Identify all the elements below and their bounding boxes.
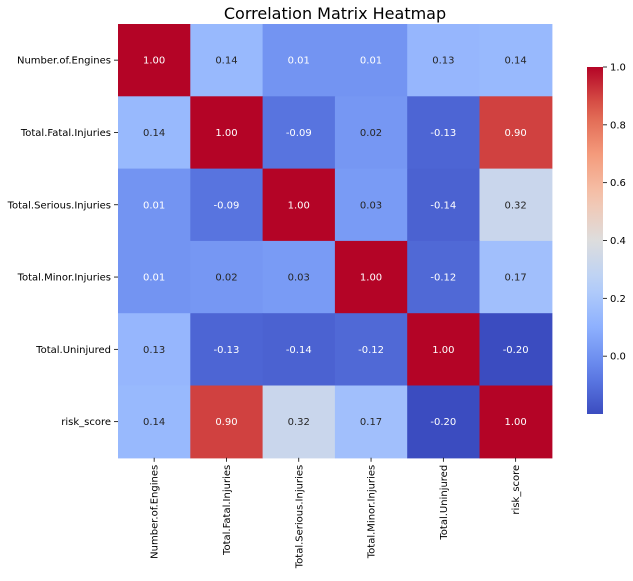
x-tick-label-total-fatal-injuries: Total.Fatal.Injuries (222, 465, 233, 556)
heatmap-cell-total-uninjured-total-fatal-injuries (190, 313, 264, 387)
cell-value-label: -0.13 (430, 128, 456, 139)
heatmap-cell-number-of-engines-total-fatal-injuries (190, 24, 264, 97)
cell-value-label: -0.14 (430, 200, 456, 211)
cell-value-label: 0.14 (143, 128, 165, 139)
x-tick-label-number-of-engines: Number.of.Engines (150, 465, 161, 559)
cell-value-label: 1.00 (432, 345, 454, 356)
y-axis-tick-labels: Number.of.Engines Total.Fatal.Injuries Tot… (7, 56, 118, 428)
heatmap-cell-total-fatal-injuries-total-serious-injuries (262, 96, 336, 170)
heatmap-cell-total-uninjured-risk-score (479, 313, 553, 387)
x-axis-tick-labels: Number.of.Engines Total.Fatal.Injuries Tot… (150, 457, 522, 569)
y-tick-label-risk-score: risk_score (61, 417, 111, 428)
heatmap-cell-number-of-engines-total-minor-injuries (334, 24, 408, 97)
cell-value-label: -0.13 (214, 345, 240, 356)
heatmap-cell-total-fatal-injuries-total-minor-injuries (334, 96, 408, 170)
x-tick-label-risk-score: risk_score (511, 465, 522, 515)
heatmap-cell-number-of-engines-risk-score (479, 24, 553, 97)
y-tick-label-total-minor-injuries: Total.Minor.Injuries (17, 273, 111, 284)
cell-value-label: 0.13 (432, 56, 454, 67)
colorbar-tick-label: 0.8 (610, 120, 626, 131)
colorbar: 0.0 0.2 0.4 0.6 0.8 1.0 (587, 63, 626, 414)
heatmap-cell-total-uninjured-total-serious-injuries (262, 313, 336, 387)
heatmap-cell-total-uninjured-total-minor-injuries (334, 313, 408, 387)
heatmap-cell-total-fatal-injuries-risk-score (479, 96, 553, 170)
heatmap-cell-risk-score-total-uninjured (407, 385, 481, 459)
heatmap-cell-number-of-engines-total-serious-injuries (262, 24, 336, 97)
cell-value-label: -0.12 (430, 273, 456, 284)
cell-value-label: 0.03 (288, 273, 310, 284)
cell-value-label: 0.14 (143, 417, 165, 428)
y-tick-label-total-fatal-injuries: Total.Fatal.Injuries (20, 128, 111, 139)
heatmap-cell-total-serious-injuries-number-of-engines (118, 168, 191, 242)
heatmap-cell-total-serious-injuries-total-uninjured (407, 168, 481, 242)
cell-value-label: 0.14 (215, 56, 237, 67)
heatmap-cell-risk-score-number-of-engines (118, 385, 191, 459)
heatmap-cell-risk-score-risk-score (479, 385, 553, 459)
cell-value-label: 1.00 (360, 273, 382, 284)
heatmap-cell-total-serious-injuries-total-minor-injuries (334, 168, 408, 242)
heatmap-cell-total-serious-injuries-total-serious-injuries (262, 168, 336, 242)
cell-value-label: -0.20 (430, 417, 456, 428)
heatmap-cell-total-fatal-injuries-total-uninjured (407, 96, 481, 170)
cell-value-label: 0.13 (143, 345, 165, 356)
heatmap-cell-total-minor-injuries-total-fatal-injuries (190, 240, 264, 314)
heatmap-cell-risk-score-total-serious-injuries (262, 385, 336, 459)
heatmap-cell-total-minor-injuries-total-minor-injuries (334, 240, 408, 314)
cell-value-label: 0.01 (360, 56, 382, 67)
colorbar-gradient (587, 67, 603, 414)
cell-value-label: 0.90 (505, 128, 527, 139)
colorbar-tick-label: 0.4 (610, 236, 626, 247)
heatmap-cell-labels: 1.00 0.14 0.01 0.01 0.13 0.14 0.14 1.00 -0.09 0.0… (143, 56, 529, 428)
x-tick-label-total-minor-injuries: Total.Minor.Injuries (367, 465, 378, 559)
cell-value-label: 0.01 (288, 56, 310, 67)
heatmap-cell-total-fatal-injuries-number-of-engines (118, 96, 191, 170)
chart-title: Correlation Matrix Heatmap (224, 4, 446, 23)
colorbar-tick-label: 0.0 (610, 352, 626, 363)
cell-value-label: 1.00 (215, 128, 237, 139)
heatmap-cell-total-serious-injuries-total-fatal-injuries (190, 168, 264, 242)
cell-value-label: -0.09 (214, 200, 240, 211)
heatmap-cell-total-uninjured-number-of-engines (118, 313, 191, 387)
heatmap-cells (118, 24, 553, 459)
cell-value-label: 0.90 (215, 417, 237, 428)
colorbar-tick-label: 1.0 (610, 63, 626, 74)
cell-value-label: 0.03 (360, 200, 382, 211)
heatmap-cell-total-minor-injuries-risk-score (479, 240, 553, 314)
heatmap-cell-number-of-engines-number-of-engines (118, 24, 191, 97)
cell-value-label: -0.20 (503, 345, 529, 356)
colorbar-tick-label: 0.2 (610, 294, 626, 305)
x-tick-label-total-serious-injuries: Total.Serious.Injuries (294, 465, 305, 569)
cell-value-label: 0.01 (143, 273, 165, 284)
cell-value-label: 0.02 (360, 128, 382, 139)
cell-value-label: 0.32 (288, 417, 310, 428)
y-tick-label-number-of-engines: Number.of.Engines (17, 56, 111, 67)
cell-value-label: -0.09 (286, 128, 312, 139)
cell-value-label: 0.17 (505, 273, 527, 284)
y-tick-label-total-uninjured: Total.Uninjured (35, 345, 111, 356)
heatmap-cell-total-fatal-injuries-total-fatal-injuries (190, 96, 264, 170)
y-tick-label-total-serious-injuries: Total.Serious.Injuries (7, 200, 111, 211)
heatmap-cell-total-serious-injuries-risk-score (479, 168, 553, 242)
cell-value-label: 0.17 (360, 417, 382, 428)
cell-value-label: 1.00 (143, 56, 165, 67)
cell-value-label: -0.14 (286, 345, 312, 356)
x-tick-label-total-uninjured: Total.Uninjured (439, 465, 450, 541)
cell-value-label: 0.14 (505, 56, 527, 67)
cell-value-label: 0.32 (505, 200, 527, 211)
heatmap-cell-number-of-engines-total-uninjured (407, 24, 481, 97)
cell-value-label: 0.01 (143, 200, 165, 211)
heatmap-cell-risk-score-total-fatal-injuries (190, 385, 264, 459)
heatmap-cell-total-minor-injuries-number-of-engines (118, 240, 191, 314)
cell-value-label: 1.00 (288, 200, 310, 211)
heatmap-cell-total-minor-injuries-total-serious-injuries (262, 240, 336, 314)
cell-value-label: 1.00 (505, 417, 527, 428)
heatmap-cell-total-minor-injuries-total-uninjured (407, 240, 481, 314)
heatmap-cell-risk-score-total-minor-injuries (334, 385, 408, 459)
heatmap-cell-total-uninjured-total-uninjured (407, 313, 481, 387)
colorbar-tick-label: 0.6 (610, 178, 626, 189)
cell-value-label: -0.12 (358, 345, 384, 356)
cell-value-label: 0.02 (215, 273, 237, 284)
